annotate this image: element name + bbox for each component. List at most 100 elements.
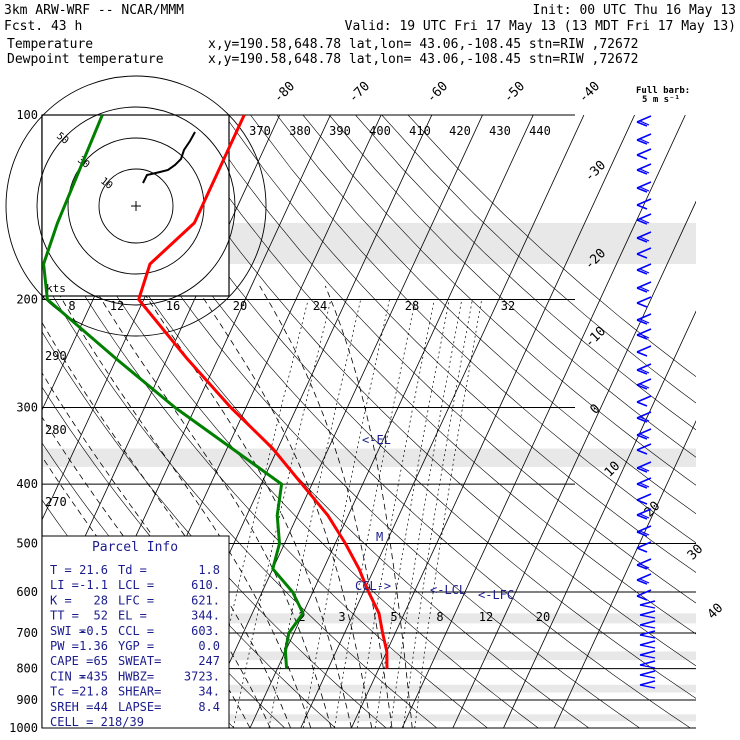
hodograph-ring <box>98 168 174 244</box>
sounding-annotation: <-LCL <box>430 583 466 597</box>
pressure-tick-label: 600 <box>16 585 38 599</box>
isobar-band <box>42 714 696 722</box>
wind-barb <box>639 218 650 224</box>
mixing-ratio-label: 16 <box>166 299 180 313</box>
hodograph-trace <box>142 131 196 184</box>
mixing-ratio-line <box>356 299 435 728</box>
dry-adiabat-line <box>171 115 696 635</box>
wind-barb <box>636 589 652 597</box>
wind-barb <box>636 237 648 243</box>
theta-e-label: 420 <box>449 124 471 138</box>
mixing-ratio-label: 3 <box>338 610 345 624</box>
pressure-tick-label: 900 <box>16 693 38 707</box>
dry-adiabat-line <box>42 276 437 728</box>
wind-barb <box>636 579 648 585</box>
parcel-info-cell: -435 <box>79 669 108 683</box>
moist-adiabat-line <box>42 372 271 728</box>
pressure-tick-label: 700 <box>16 626 38 640</box>
dry-adiabat-line <box>224 115 696 573</box>
wind-barb <box>636 328 652 336</box>
parcel-info-cell: 3723. <box>184 669 220 683</box>
moist-adiabat-line <box>324 285 413 728</box>
wind-barb <box>639 644 656 649</box>
wind-barb <box>636 514 648 520</box>
wind-barb <box>636 287 648 293</box>
wind-barb <box>636 595 648 601</box>
wind-barb <box>639 630 656 636</box>
theta-e-label: 400 <box>369 124 391 138</box>
sounding-annotation: <-EL <box>362 433 391 447</box>
wind-barb <box>639 674 656 679</box>
wind-barb <box>636 334 648 340</box>
parcel-info-cell: -0.5 <box>79 624 108 638</box>
dry-adiabat-line <box>119 115 696 699</box>
wind-barb <box>639 530 650 536</box>
isotherm-label: -80 <box>271 79 298 106</box>
wind-barb <box>636 467 648 473</box>
isotherm-line <box>401 115 686 728</box>
theta-e-label: 430 <box>489 124 511 138</box>
wind-barb <box>636 541 652 549</box>
dry-adiabat-label: 270 <box>45 495 67 509</box>
wind-barb <box>639 433 650 439</box>
wind-barb <box>639 120 650 126</box>
theta-e-label: 390 <box>329 124 351 138</box>
wind-barb <box>639 186 650 192</box>
parcel-info-cell: 65 <box>94 654 108 668</box>
isotherm-line <box>553 420 696 728</box>
wind-barb <box>639 563 650 569</box>
wind-barb <box>636 345 652 353</box>
theta-e-label: 440 <box>529 124 551 138</box>
dry-adiabat-label: 290 <box>45 349 67 363</box>
parcel-info-box <box>41 535 230 729</box>
isotherm-label: -40 <box>576 79 603 106</box>
wind-barb <box>636 369 648 375</box>
mixing-ratio-label: 28 <box>405 299 419 313</box>
wind-barb <box>639 614 656 619</box>
dewpoint-line <box>42 115 305 669</box>
sounding-annotation: CCL-> <box>355 579 391 593</box>
wind-barb <box>636 558 652 566</box>
mixing-ratio-line <box>414 299 483 728</box>
wind-barb <box>639 268 650 274</box>
wind-barb <box>636 296 652 304</box>
dry-adiabat-line <box>250 115 696 544</box>
dry-adiabat-label: 280 <box>45 423 67 437</box>
wind-barb <box>636 573 652 581</box>
wind-barb <box>636 483 648 489</box>
wind-barb <box>636 477 652 485</box>
isobar-band <box>42 651 696 661</box>
wind-barb <box>636 133 652 141</box>
wind-barb <box>636 121 648 127</box>
moist-adiabat-line <box>195 285 373 728</box>
dry-adiabat-line <box>381 115 696 404</box>
wind-barb <box>636 547 648 553</box>
mixing-ratio-label: 24 <box>313 299 327 313</box>
parcel-info-cell: CAPE = <box>50 654 93 668</box>
isotherm-label: 0 <box>587 401 603 417</box>
dry-adiabat-line <box>145 115 696 667</box>
parcel-info-cell: 1.36 <box>79 639 108 653</box>
wind-barb <box>636 508 652 516</box>
parcel-info-cell: YGP = <box>118 639 154 653</box>
wind-barb <box>636 499 648 505</box>
isotherm-label: 30 <box>685 542 707 564</box>
mixing-ratio-label: 8 <box>68 299 75 313</box>
isotherm-label: -70 <box>346 79 373 106</box>
wind-barb <box>639 383 650 389</box>
parcel-info-cell: 0.0 <box>198 639 220 653</box>
wind-barb <box>639 600 656 606</box>
hodograph-ring <box>36 106 236 306</box>
parcel-info-cell: CIN = <box>50 669 86 683</box>
wind-barb <box>639 604 656 609</box>
wind-barb <box>636 187 648 193</box>
wind-barb <box>636 247 652 255</box>
wind-barb <box>639 578 650 584</box>
parcel-info-cell: TT = <box>50 609 79 623</box>
isotherm-line <box>249 115 534 728</box>
dry-adiabat-line <box>42 117 590 728</box>
isotherm-label: -50 <box>501 79 528 106</box>
wind-barb <box>639 513 650 519</box>
isotherm-label: -10 <box>582 324 609 351</box>
